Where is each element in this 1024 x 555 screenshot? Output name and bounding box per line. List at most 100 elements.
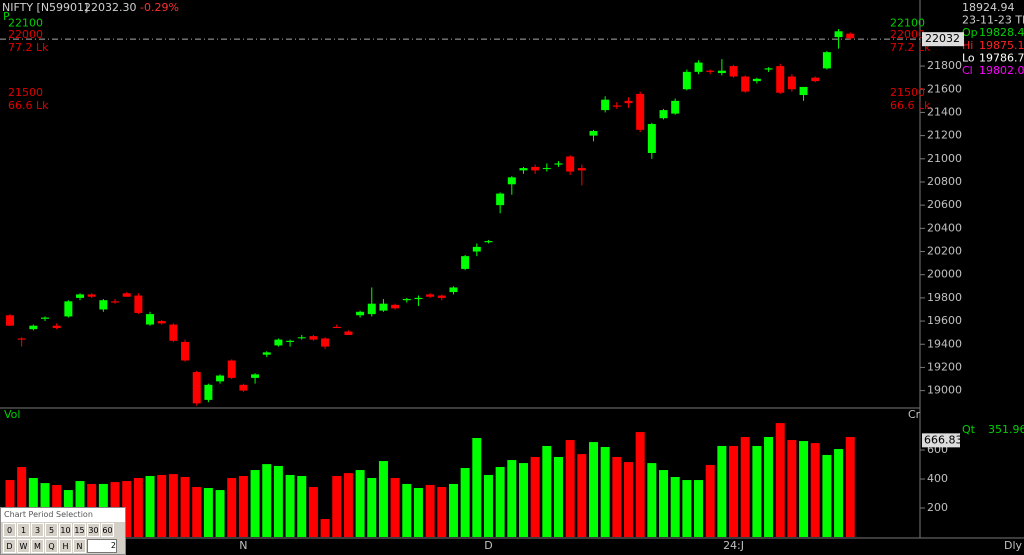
- pane-label: Cr: [908, 408, 921, 421]
- candle-body: [461, 256, 470, 269]
- candle-body: [496, 193, 505, 206]
- volume-bar: [390, 478, 400, 537]
- candle-body: [741, 76, 750, 92]
- period-button[interactable]: D: [3, 539, 16, 553]
- candle-body: [297, 337, 306, 339]
- pane-label: Vol: [4, 408, 20, 421]
- candle-body: [426, 294, 435, 297]
- level-note: 77.2 Lk: [890, 41, 931, 54]
- period-input[interactable]: 2: [87, 539, 117, 553]
- level-label: 22100: [890, 16, 925, 29]
- candle-body: [391, 304, 400, 309]
- candle-body: [99, 300, 108, 310]
- period-button[interactable]: 30: [87, 523, 100, 537]
- volume-bar: [355, 470, 365, 537]
- volume-bar: [402, 483, 412, 537]
- current-price: 22032: [925, 32, 960, 45]
- period-button[interactable]: Q: [45, 539, 58, 553]
- candle-body: [111, 301, 120, 303]
- volume-bar: [787, 440, 797, 537]
- y-tick-label: 21400: [927, 105, 962, 118]
- volume-bar: [542, 445, 552, 537]
- candle-body: [181, 341, 190, 361]
- level-note: 66.6 Lk: [890, 99, 931, 112]
- candle-body: [752, 78, 761, 82]
- info-label: Cl: [962, 64, 973, 77]
- candle-body: [647, 124, 656, 153]
- y-tick-label: 20200: [927, 245, 962, 258]
- period-button[interactable]: N: [73, 539, 86, 553]
- volume-bar: [705, 464, 715, 537]
- volume-bar: [845, 436, 855, 537]
- period-button[interactable]: 1: [17, 523, 30, 537]
- candle-body: [542, 168, 551, 170]
- y-tick-label: 21800: [927, 59, 962, 72]
- current-value: 666.83: [924, 433, 963, 446]
- candle-body: [6, 315, 14, 326]
- qty-value: 351.96: [988, 423, 1024, 436]
- period-button[interactable]: 5: [45, 523, 58, 537]
- y-tick-label: 200: [927, 501, 948, 514]
- period-button[interactable]: 10: [59, 523, 72, 537]
- volume-bar: [752, 445, 762, 537]
- candle-body: [239, 384, 248, 391]
- volume-bar: [297, 475, 307, 537]
- candle-body: [694, 62, 703, 72]
- candle-body: [566, 156, 575, 172]
- candle-body: [87, 294, 96, 297]
- volume-bar: [775, 423, 785, 537]
- button-row: 0 1 3 5 10 15 30 60: [1, 522, 125, 538]
- candle-body: [332, 326, 341, 329]
- info-value: 18924.94: [962, 1, 1015, 14]
- volume-bar: [682, 480, 692, 537]
- volume-bar: [180, 476, 190, 537]
- candle-body: [601, 99, 610, 111]
- candle-body: [146, 314, 155, 325]
- volume-bar: [285, 474, 295, 537]
- candle-body: [157, 321, 166, 324]
- y-tick-label: 19200: [927, 360, 962, 373]
- volume-bar: [507, 460, 517, 537]
- period-button[interactable]: 0: [3, 523, 16, 537]
- info-label: Hi: [962, 39, 973, 52]
- volume-bar: [367, 478, 377, 537]
- candle-body: [636, 93, 645, 130]
- period-button[interactable]: 15: [73, 523, 86, 537]
- y-tick-label: 21200: [927, 129, 962, 142]
- info-value: 19802.00: [979, 64, 1024, 77]
- info-label: Op: [962, 26, 978, 39]
- level-label: 22000: [890, 28, 925, 41]
- period-button[interactable]: 60: [101, 523, 114, 537]
- candle-body: [367, 303, 376, 315]
- volume-bar: [822, 454, 832, 537]
- period-button[interactable]: 3: [31, 523, 44, 537]
- y-tick-label: 20800: [927, 175, 962, 188]
- volume-bar: [495, 466, 505, 537]
- volume-bar: [764, 436, 774, 537]
- candle-body: [449, 287, 458, 293]
- volume-bar: [122, 481, 132, 537]
- period-button[interactable]: W: [17, 539, 30, 553]
- volume-bar: [343, 473, 353, 537]
- level-label: 22000: [8, 28, 43, 41]
- current-value-box: [922, 433, 960, 448]
- period-button[interactable]: H: [59, 539, 72, 553]
- candle-body: [682, 71, 691, 90]
- candle-body: [251, 374, 260, 378]
- volume-bar: [238, 475, 248, 537]
- y-tick-label: 19400: [927, 337, 962, 350]
- period-button[interactable]: M: [31, 539, 44, 553]
- volume-bar: [589, 442, 598, 537]
- selector-title: Chart Period Selection: [1, 508, 125, 522]
- candle-body: [309, 336, 318, 340]
- candle-body: [52, 325, 61, 329]
- candle-body: [507, 177, 516, 185]
- candle-body: [169, 324, 178, 341]
- y-tick-label: 21000: [927, 152, 962, 165]
- candle-body: [216, 375, 225, 382]
- volume-bar: [308, 486, 318, 537]
- candle-body: [834, 31, 843, 38]
- candle-body: [671, 100, 680, 114]
- candle-body: [776, 66, 785, 93]
